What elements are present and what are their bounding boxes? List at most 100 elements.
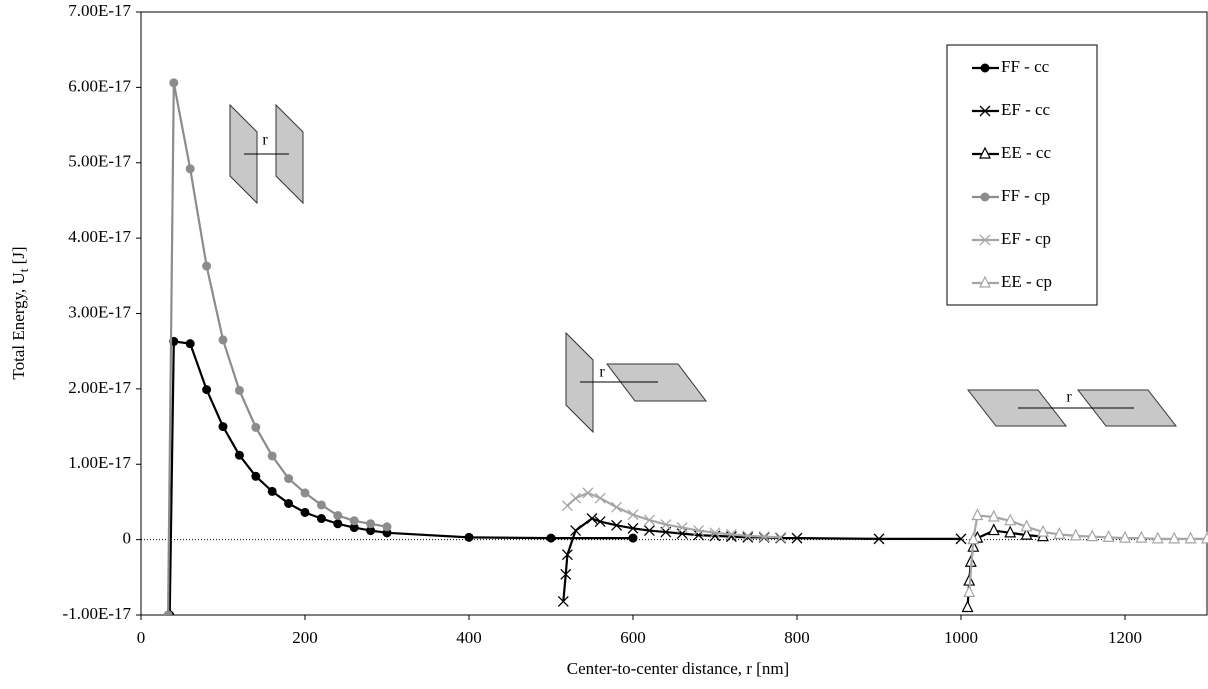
x-tick-label: 400 xyxy=(456,628,482,647)
marker xyxy=(163,610,173,615)
series-line xyxy=(968,514,1207,593)
marker xyxy=(628,533,638,543)
marker xyxy=(382,522,392,532)
marker xyxy=(169,78,179,88)
marker xyxy=(218,335,228,345)
marker xyxy=(987,523,1000,536)
x-axis-label: Center-to-center distance, r [nm] xyxy=(567,659,789,678)
marker xyxy=(1168,531,1181,544)
y-tick-label: 7.00E-17 xyxy=(68,1,131,20)
legend xyxy=(946,44,1098,306)
marker xyxy=(284,474,294,484)
marker xyxy=(627,509,639,521)
marker xyxy=(758,531,770,543)
x-tick-label: 1200 xyxy=(1108,628,1142,647)
marker xyxy=(251,471,261,481)
marker xyxy=(1086,529,1099,542)
marker xyxy=(586,513,598,524)
marker xyxy=(218,422,228,432)
marker xyxy=(742,530,754,542)
marker xyxy=(979,146,991,159)
marker xyxy=(202,261,212,271)
marker xyxy=(1020,527,1033,540)
marker xyxy=(979,275,991,288)
marker xyxy=(366,526,376,536)
marker xyxy=(709,527,721,539)
marker xyxy=(961,600,974,613)
diagram-ff xyxy=(229,103,304,205)
annotation: r xyxy=(599,364,605,381)
marker xyxy=(333,511,343,521)
marker xyxy=(980,63,990,73)
marker xyxy=(300,507,310,517)
series-line xyxy=(168,340,633,615)
marker xyxy=(1020,519,1033,532)
y-tick-label: 3.00E-17 xyxy=(68,302,131,321)
marker xyxy=(987,509,1000,522)
marker xyxy=(742,531,754,543)
y-axis-label-sub: t xyxy=(16,268,31,272)
marker xyxy=(234,450,244,460)
marker xyxy=(557,595,569,607)
marker xyxy=(234,385,244,395)
diagram-ef xyxy=(565,331,708,434)
legend-label: EE - cc xyxy=(1001,143,1051,162)
marker xyxy=(267,451,277,461)
marker xyxy=(1184,531,1197,544)
y-axis-label-text: Total Energy, U xyxy=(9,272,28,379)
y-tick-label: 0 xyxy=(123,529,132,548)
marker xyxy=(185,339,195,349)
marker xyxy=(316,514,326,524)
marker xyxy=(1037,524,1049,537)
annotation: r xyxy=(1066,389,1072,406)
marker xyxy=(300,488,310,498)
marker xyxy=(1069,528,1082,541)
marker xyxy=(570,525,582,537)
marker xyxy=(971,508,984,521)
y-axis-label: Total Energy, Ut [J] xyxy=(9,246,31,379)
y-tick-label: 6.00E-17 xyxy=(68,76,131,95)
y-tick-label: -1.00E-17 xyxy=(63,604,132,623)
marker xyxy=(963,585,976,597)
marker xyxy=(627,522,639,534)
marker xyxy=(979,105,991,117)
marker xyxy=(1135,530,1148,543)
marker xyxy=(316,500,326,510)
marker xyxy=(791,532,803,544)
y-tick-label: 1.00E-17 xyxy=(68,453,131,472)
diagram-ee xyxy=(966,389,1178,427)
marker xyxy=(611,501,623,513)
marker xyxy=(1102,530,1115,542)
legend-label: EF - cp xyxy=(1001,229,1051,248)
marker xyxy=(366,519,376,529)
marker xyxy=(611,519,623,531)
marker xyxy=(979,234,991,246)
marker xyxy=(775,531,787,543)
marker xyxy=(873,533,885,545)
legend-label: FF - cp xyxy=(1001,186,1050,205)
marker xyxy=(284,498,294,508)
marker xyxy=(1053,527,1066,539)
marker xyxy=(349,516,359,526)
marker xyxy=(546,533,556,543)
marker xyxy=(980,192,990,202)
legend-label: FF - cc xyxy=(1001,57,1050,76)
x-tick-label: 600 xyxy=(620,628,646,647)
marker xyxy=(1119,530,1131,543)
y-axis-label-suffix: [J] xyxy=(9,246,28,268)
marker xyxy=(561,549,573,561)
y-tick-label: 5.00E-17 xyxy=(68,152,131,171)
marker xyxy=(725,528,737,540)
legend-label: EF - cc xyxy=(1001,100,1051,119)
marker xyxy=(349,523,359,533)
x-tick-label: 1000 xyxy=(944,628,978,647)
marker xyxy=(660,519,672,531)
marker xyxy=(185,164,195,174)
marker xyxy=(560,568,572,580)
annotation: r xyxy=(262,132,268,149)
marker xyxy=(955,533,967,545)
marker xyxy=(693,525,705,537)
marker xyxy=(582,487,594,499)
marker xyxy=(1004,525,1017,538)
